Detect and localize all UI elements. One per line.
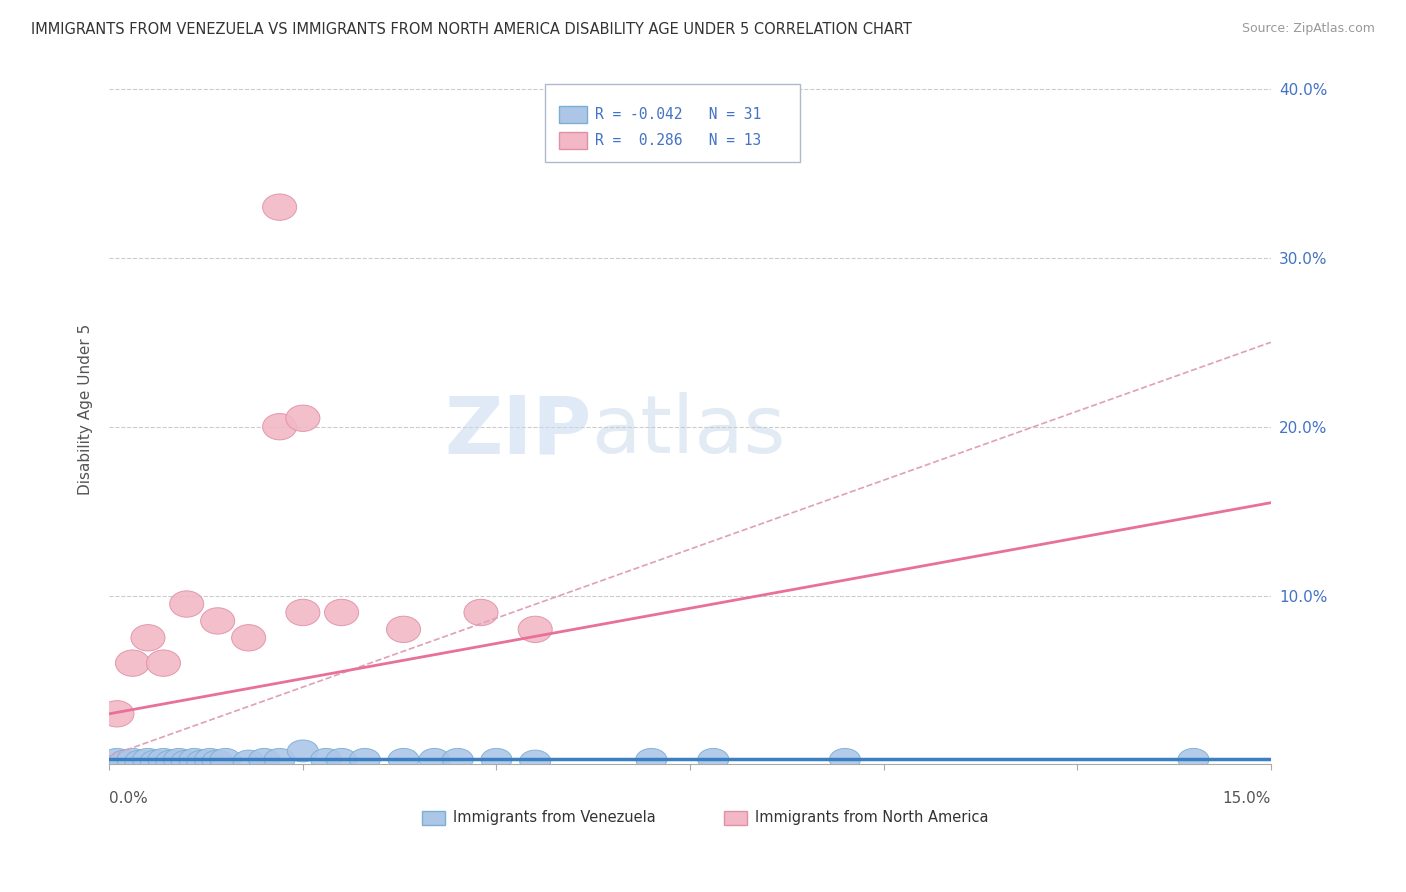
Ellipse shape bbox=[156, 750, 187, 772]
Text: Immigrants from North America: Immigrants from North America bbox=[755, 810, 988, 825]
Text: ZIP: ZIP bbox=[444, 392, 592, 470]
Text: R = -0.042   N = 31: R = -0.042 N = 31 bbox=[595, 106, 761, 121]
Ellipse shape bbox=[131, 624, 165, 651]
Text: R =  0.286   N = 13: R = 0.286 N = 13 bbox=[595, 133, 761, 148]
Ellipse shape bbox=[443, 748, 474, 771]
Ellipse shape bbox=[636, 748, 666, 771]
Text: Source: ZipAtlas.com: Source: ZipAtlas.com bbox=[1241, 22, 1375, 36]
Ellipse shape bbox=[125, 750, 156, 772]
Ellipse shape bbox=[285, 405, 321, 432]
FancyBboxPatch shape bbox=[558, 105, 586, 122]
FancyBboxPatch shape bbox=[558, 132, 586, 149]
Ellipse shape bbox=[1178, 748, 1209, 771]
Ellipse shape bbox=[201, 607, 235, 634]
Ellipse shape bbox=[194, 748, 225, 771]
FancyBboxPatch shape bbox=[546, 84, 800, 161]
Ellipse shape bbox=[387, 616, 420, 642]
Ellipse shape bbox=[146, 650, 180, 676]
Text: IMMIGRANTS FROM VENEZUELA VS IMMIGRANTS FROM NORTH AMERICA DISABILITY AGE UNDER : IMMIGRANTS FROM VENEZUELA VS IMMIGRANTS … bbox=[31, 22, 912, 37]
Ellipse shape bbox=[464, 599, 498, 625]
Ellipse shape bbox=[249, 748, 280, 771]
Ellipse shape bbox=[110, 750, 141, 772]
Ellipse shape bbox=[117, 748, 148, 771]
Ellipse shape bbox=[326, 748, 357, 771]
Ellipse shape bbox=[232, 624, 266, 651]
Ellipse shape bbox=[325, 599, 359, 625]
Ellipse shape bbox=[100, 700, 134, 727]
Ellipse shape bbox=[115, 650, 149, 676]
Ellipse shape bbox=[285, 599, 321, 625]
Ellipse shape bbox=[263, 414, 297, 440]
Ellipse shape bbox=[209, 748, 240, 771]
Ellipse shape bbox=[264, 748, 295, 771]
Ellipse shape bbox=[519, 616, 553, 642]
Ellipse shape bbox=[287, 740, 318, 762]
Text: 0.0%: 0.0% bbox=[110, 791, 148, 806]
Ellipse shape bbox=[172, 750, 202, 772]
Ellipse shape bbox=[388, 748, 419, 771]
Y-axis label: Disability Age Under 5: Disability Age Under 5 bbox=[79, 324, 93, 495]
Ellipse shape bbox=[697, 748, 728, 771]
Ellipse shape bbox=[311, 748, 342, 771]
FancyBboxPatch shape bbox=[724, 811, 747, 825]
Text: atlas: atlas bbox=[592, 392, 786, 470]
Ellipse shape bbox=[481, 748, 512, 771]
Ellipse shape bbox=[520, 750, 551, 772]
Ellipse shape bbox=[419, 748, 450, 771]
Ellipse shape bbox=[163, 748, 194, 771]
Ellipse shape bbox=[349, 748, 380, 771]
Ellipse shape bbox=[179, 748, 209, 771]
Ellipse shape bbox=[148, 748, 179, 771]
Ellipse shape bbox=[263, 194, 297, 220]
Ellipse shape bbox=[141, 750, 172, 772]
Ellipse shape bbox=[830, 748, 860, 771]
Ellipse shape bbox=[132, 748, 163, 771]
Text: 15.0%: 15.0% bbox=[1223, 791, 1271, 806]
Ellipse shape bbox=[202, 750, 233, 772]
Ellipse shape bbox=[187, 750, 218, 772]
Ellipse shape bbox=[170, 591, 204, 617]
Ellipse shape bbox=[101, 748, 132, 771]
Ellipse shape bbox=[233, 750, 264, 772]
Text: Immigrants from Venezuela: Immigrants from Venezuela bbox=[453, 810, 655, 825]
FancyBboxPatch shape bbox=[422, 811, 444, 825]
